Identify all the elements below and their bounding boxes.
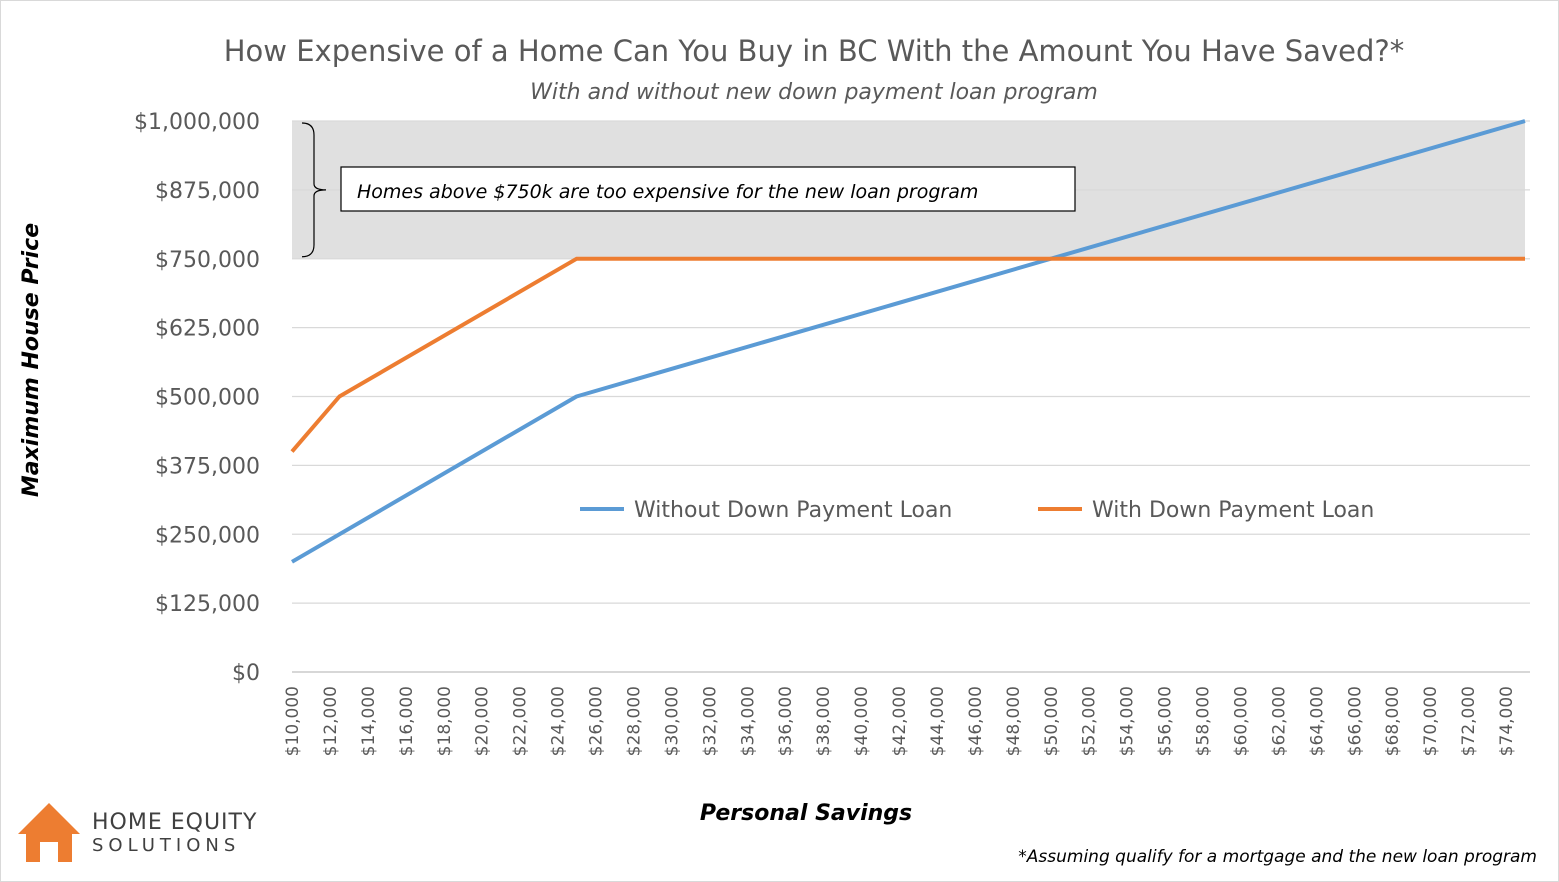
y-tick-label: $375,000 [155, 454, 260, 479]
annotation-text: Homes above $750k are too expensive for … [357, 181, 978, 203]
x-tick-label: $74,000 [1497, 686, 1517, 756]
chart-subtitle: With and without new down payment loan p… [530, 80, 1098, 105]
x-tick-label: $40,000 [852, 686, 872, 756]
y-tick-label: $750,000 [155, 248, 260, 273]
x-tick-label: $58,000 [1194, 686, 1214, 756]
y-axis-title: Maximum House Price [19, 223, 44, 497]
x-tick-label: $42,000 [890, 686, 910, 756]
series-line-with-loan [290, 256, 1525, 453]
shaded-region-bracket [301, 122, 327, 258]
x-tick-label: $60,000 [1231, 686, 1251, 756]
x-tick-label: $48,000 [1004, 686, 1024, 756]
x-tick-label: $26,000 [587, 686, 607, 756]
y-tick-label: $1,000,000 [134, 110, 260, 135]
legend-label-without-loan: Without Down Payment Loan [634, 498, 952, 523]
x-axis-title: Personal Savings [700, 801, 912, 826]
x-tick-label: $12,000 [321, 686, 341, 756]
x-tick-label: $44,000 [928, 686, 948, 756]
x-tick-label: $66,000 [1345, 686, 1365, 756]
x-tick-label: $54,000 [1118, 686, 1138, 756]
x-tick-label: $14,000 [359, 686, 379, 756]
x-tick-label: $52,000 [1080, 686, 1100, 756]
logo-text-line2: SOLUTIONS [92, 835, 240, 856]
legend-label-with-loan: With Down Payment Loan [1092, 498, 1374, 523]
x-tick-label: $20,000 [473, 686, 493, 756]
x-tick-label: $64,000 [1307, 686, 1327, 756]
x-tick-label: $28,000 [624, 686, 644, 756]
legend: Without Down Payment Loan With Down Paym… [580, 498, 1374, 523]
chart-title: How Expensive of a Home Can You Buy in B… [224, 34, 1405, 68]
x-axis-ticks: $10,000 $12,000 $14,000 $16,000 $18,000 $20,0… [283, 686, 1517, 756]
x-tick-label: $22,000 [511, 686, 531, 756]
x-tick-label: $50,000 [1042, 686, 1062, 756]
house-icon [18, 803, 80, 862]
y-tick-label: $125,000 [155, 592, 260, 617]
x-tick-label: $46,000 [966, 686, 986, 756]
x-tick-label: $38,000 [814, 686, 834, 756]
footnote: *Assuming qualify for a mortgage and the… [1018, 847, 1537, 867]
y-tick-label: $500,000 [155, 386, 260, 411]
x-tick-label: $34,000 [738, 686, 758, 756]
annotation-box [340, 166, 1076, 212]
y-axis-ticks: $0 $125,000 $250,000 $375,000 $500,000 $625,0… [134, 110, 260, 686]
y-tick-label: $625,000 [155, 317, 260, 342]
company-logo: HOME EQUITY SOLUTIONS [18, 803, 257, 862]
x-tick-label: $70,000 [1421, 686, 1441, 756]
y-tick-label: $250,000 [155, 523, 260, 548]
x-tick-label: $36,000 [776, 686, 796, 756]
x-tick-label: $24,000 [549, 686, 569, 756]
x-tick-label: $32,000 [700, 686, 720, 756]
x-tick-label: $62,000 [1269, 686, 1289, 756]
x-tick-label: $16,000 [397, 686, 417, 756]
x-tick-label: $18,000 [435, 686, 455, 756]
x-tick-label: $72,000 [1459, 686, 1479, 756]
x-tick-label: $56,000 [1156, 686, 1176, 756]
series-line-without-loan [290, 119, 1526, 564]
logo-text-line1: HOME EQUITY [92, 810, 257, 835]
y-tick-label: $875,000 [155, 179, 260, 204]
y-tick-label: $0 [232, 661, 260, 686]
x-tick-label: $68,000 [1383, 686, 1403, 756]
x-tick-label: $30,000 [662, 686, 682, 756]
x-tick-label: $10,000 [283, 686, 303, 756]
